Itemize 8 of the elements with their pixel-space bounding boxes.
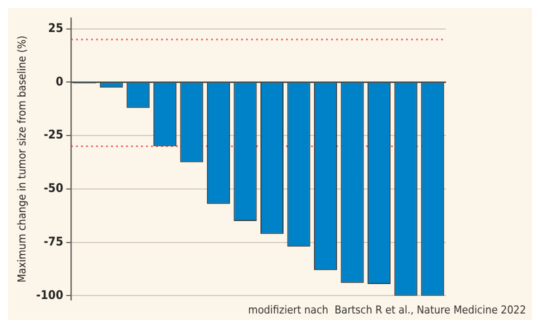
y-tick-label: 0 [56, 74, 64, 88]
text: modifiziert nach Bartsch R et al., Nature Medicine 2022 [248, 303, 526, 316]
y-tick-label: -75 [44, 234, 64, 248]
y-axis-title: Maximum change in tumor size from baseline (%) [15, 36, 28, 283]
y-tick-label: -50 [44, 181, 64, 196]
y-tick-label: -25 [44, 128, 64, 142]
y-tick-label: 25 [48, 21, 64, 35]
y-tick-label: -100 [36, 288, 64, 302]
